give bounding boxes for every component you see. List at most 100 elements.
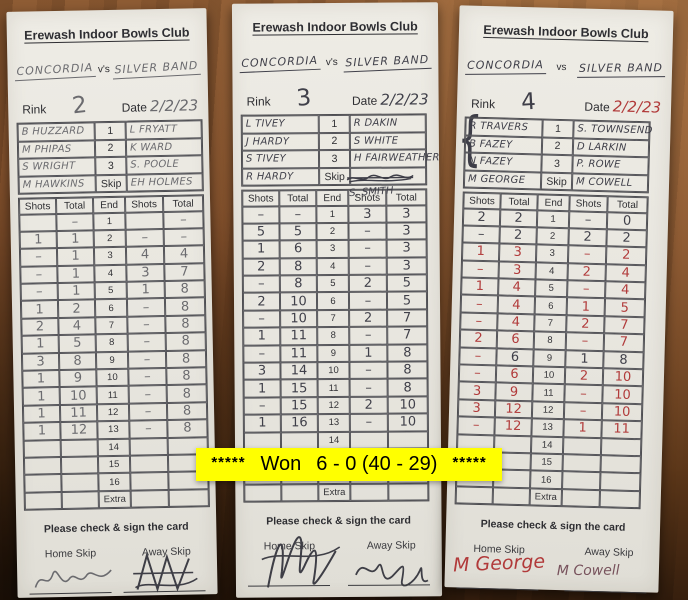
end-number: 8 bbox=[95, 333, 128, 352]
away-total-cell: 4 bbox=[605, 281, 646, 300]
col-header-end: End bbox=[537, 194, 570, 211]
home-shots-cell: – bbox=[243, 345, 281, 363]
away-shots-cell: 2 bbox=[349, 396, 388, 415]
away-shots-cell: 1 bbox=[126, 281, 165, 300]
away-total-cell: 8 bbox=[166, 367, 207, 386]
away-total-cell: 3 bbox=[386, 257, 427, 275]
away-shots-cell bbox=[562, 436, 602, 456]
away-shots-cell: – bbox=[348, 239, 387, 258]
away-total-cell: – bbox=[163, 228, 204, 247]
home-total-cell: 11 bbox=[59, 404, 98, 423]
home-team-name: CONCORDIA bbox=[14, 60, 96, 82]
away-total-cell: 8 bbox=[387, 378, 428, 397]
away-total-cell: 10 bbox=[602, 385, 643, 405]
end-number: 1 bbox=[93, 212, 126, 231]
home-shots-cell: – bbox=[20, 265, 58, 284]
away-skip-signature bbox=[133, 551, 198, 593]
club-title: Erewash Indoor Bowls Club bbox=[483, 22, 649, 42]
home-total-cell: 2 bbox=[499, 208, 538, 228]
home-skip-signature bbox=[261, 536, 341, 588]
position-label: 2 bbox=[94, 139, 127, 158]
col-header-home-total: Total bbox=[500, 193, 538, 210]
home-team-name: CONCORDIA bbox=[239, 53, 321, 74]
end-number: Extra bbox=[529, 488, 563, 507]
end-number: 5 bbox=[94, 281, 127, 300]
end-number: 14 bbox=[317, 431, 351, 450]
home-shots-cell: – bbox=[460, 312, 498, 331]
home-total-cell: 3 bbox=[498, 243, 537, 263]
away-total-cell: 3 bbox=[386, 239, 427, 258]
away-total-cell: 2 bbox=[605, 246, 647, 265]
team-line: CONCORDIA vs SILVER BAND bbox=[464, 57, 666, 78]
away-total-cell bbox=[600, 455, 641, 474]
home-total-cell: 11 bbox=[280, 344, 318, 363]
away-shots-cell: 2 bbox=[566, 315, 605, 334]
end-number: 8 bbox=[533, 331, 567, 350]
home-shots-cell: 1 bbox=[20, 300, 59, 319]
away-player-name: H FAIRWEATHER bbox=[349, 149, 440, 168]
home-shots-cell: 1 bbox=[243, 379, 281, 398]
end-number: 1 bbox=[316, 205, 349, 224]
end-number: 6 bbox=[94, 299, 128, 318]
away-total-cell: 4 bbox=[605, 263, 646, 283]
away-total-cell: 8 bbox=[387, 343, 428, 362]
home-total-cell: 4 bbox=[498, 278, 536, 297]
home-player-name: R TRAVERS bbox=[465, 117, 543, 138]
position-label: Skip bbox=[95, 174, 127, 193]
end-number: 2 bbox=[93, 229, 126, 248]
home-total-cell: 6 bbox=[496, 330, 535, 349]
home-total-cell: 12 bbox=[60, 421, 98, 440]
away-total-cell: 2 bbox=[606, 229, 647, 248]
rink-label: Rink bbox=[246, 94, 271, 109]
home-total-cell bbox=[61, 473, 99, 492]
away-total-cell: 10 bbox=[601, 402, 643, 422]
home-total-cell: 10 bbox=[279, 292, 318, 311]
home-total-cell: 4 bbox=[497, 313, 535, 332]
away-shots-cell bbox=[130, 472, 169, 491]
end-number: 9 bbox=[95, 351, 129, 370]
team-line: CONCORDIA v's SILVER BAND bbox=[239, 52, 432, 74]
home-total-cell: 6 bbox=[496, 348, 534, 367]
home-total-cell: 4 bbox=[58, 317, 96, 336]
home-shots-cell: – bbox=[242, 205, 280, 224]
away-total-cell bbox=[600, 437, 642, 457]
away-shots-cell: 2 bbox=[567, 262, 606, 282]
end-number: 5 bbox=[535, 279, 568, 298]
away-shots-cell: – bbox=[564, 384, 603, 403]
col-header-home-shots: Shots bbox=[242, 190, 280, 207]
home-shots-cell: – bbox=[458, 364, 497, 383]
home-shots-cell: – bbox=[243, 397, 281, 415]
home-shots-cell bbox=[244, 484, 282, 502]
away-shots-cell bbox=[129, 437, 168, 456]
home-total-cell bbox=[60, 456, 99, 475]
home-skip-signature bbox=[34, 569, 112, 588]
end-number: 4 bbox=[316, 257, 349, 276]
away-player-name: D LARKIN bbox=[572, 137, 650, 158]
end-number: 4 bbox=[535, 262, 568, 281]
vs-label: v's bbox=[97, 63, 110, 76]
col-header-end: End bbox=[316, 189, 349, 206]
end-number: 10 bbox=[317, 361, 350, 380]
date-label: Date bbox=[121, 100, 148, 115]
home-total-cell bbox=[281, 483, 319, 502]
home-shots-cell: 1 bbox=[243, 327, 281, 346]
col-header-home-shots: Shots bbox=[463, 192, 501, 209]
col-header-end: End bbox=[92, 196, 126, 213]
end-number: Extra bbox=[98, 490, 131, 509]
home-total-cell: 12 bbox=[494, 417, 532, 436]
end-number: 11 bbox=[317, 379, 350, 397]
home-total-cell: 12 bbox=[494, 400, 533, 419]
away-shots-cell: – bbox=[127, 333, 166, 352]
away-shots-cell: – bbox=[567, 280, 606, 299]
away-shots-cell: 1 bbox=[565, 349, 604, 369]
away-shots-cell: – bbox=[128, 367, 167, 387]
end-number: 3 bbox=[535, 244, 569, 263]
away-shots-cell: – bbox=[348, 222, 387, 241]
sign-note: Please check & sign the card bbox=[480, 518, 626, 534]
home-total-cell: 15 bbox=[280, 379, 318, 398]
home-shots-cell bbox=[19, 213, 57, 232]
vs-label: v's bbox=[325, 56, 338, 69]
home-player-name: M HAWKINS bbox=[18, 175, 96, 195]
end-number: 7 bbox=[534, 314, 567, 333]
